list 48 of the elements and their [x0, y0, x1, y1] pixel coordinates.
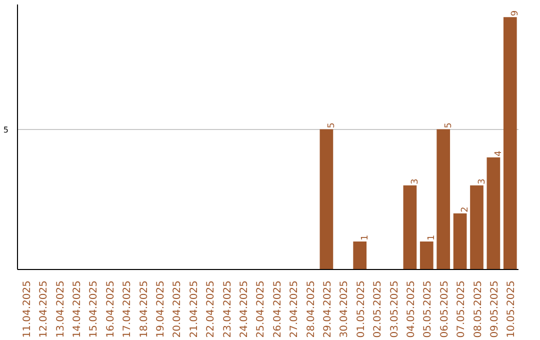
- x-tick-label: 12.04.2025: [38, 280, 50, 338]
- bar: [470, 185, 484, 270]
- x-tick-label: 13.04.2025: [55, 280, 66, 338]
- bar: [353, 241, 367, 270]
- x-tick-label: 17.04.2025: [122, 280, 134, 338]
- x-tick-label: 09.05.2025: [489, 280, 500, 338]
- x-tick-label: 19.04.2025: [155, 280, 166, 338]
- data-label: 4: [494, 150, 504, 156]
- x-tick-label: 06.05.2025: [439, 280, 450, 338]
- data-label: 1: [360, 234, 370, 240]
- data-label: 1: [427, 234, 438, 240]
- bar: [403, 185, 417, 270]
- bar: [486, 157, 500, 270]
- x-tick-label: 18.04.2025: [138, 280, 150, 338]
- x-tick-label: 16.04.2025: [105, 280, 116, 338]
- x-tick-label: 11.04.2025: [22, 280, 33, 338]
- x-tick-label: 24.04.2025: [238, 280, 250, 338]
- x-tick-label: 22.04.2025: [206, 280, 217, 338]
- data-label: 3: [410, 178, 420, 184]
- x-tick-label: 26.04.2025: [272, 280, 284, 338]
- x-tick-label: 10.05.2025: [506, 280, 518, 338]
- data-label: 5: [444, 122, 454, 128]
- bar: [503, 17, 517, 270]
- data-label: 5: [326, 122, 337, 128]
- x-tick-label: 01.05.2025: [356, 280, 367, 338]
- x-tick-label: 02.05.2025: [372, 280, 384, 338]
- bar: [320, 129, 334, 270]
- x-tick-label: 04.05.2025: [406, 280, 417, 338]
- data-label: 3: [477, 178, 488, 184]
- x-tick-label: 30.04.2025: [339, 280, 350, 338]
- x-tick-label: 14.04.2025: [72, 280, 83, 338]
- x-tick-label: 23.04.2025: [222, 280, 234, 338]
- x-tick-label: 07.05.2025: [456, 280, 468, 338]
- x-tick-label: 03.05.2025: [389, 280, 400, 338]
- x-tick-label: 20.04.2025: [172, 280, 184, 338]
- x-tick-label: 27.04.2025: [289, 280, 300, 338]
- x-tick-label: 21.04.2025: [188, 280, 200, 338]
- bar: [436, 129, 450, 270]
- x-tick-label: 25.04.2025: [256, 280, 267, 338]
- x-tick-label: 05.05.2025: [422, 280, 434, 338]
- bar: [453, 213, 467, 270]
- x-tick-label: 28.04.2025: [306, 280, 317, 338]
- x-tick-label: 08.05.2025: [472, 280, 484, 338]
- bar: [420, 241, 434, 270]
- x-tick-label: 15.04.2025: [88, 280, 100, 338]
- x-tick-label: 29.04.2025: [322, 280, 334, 338]
- data-label: 9: [510, 10, 521, 16]
- data-label: 2: [460, 206, 471, 212]
